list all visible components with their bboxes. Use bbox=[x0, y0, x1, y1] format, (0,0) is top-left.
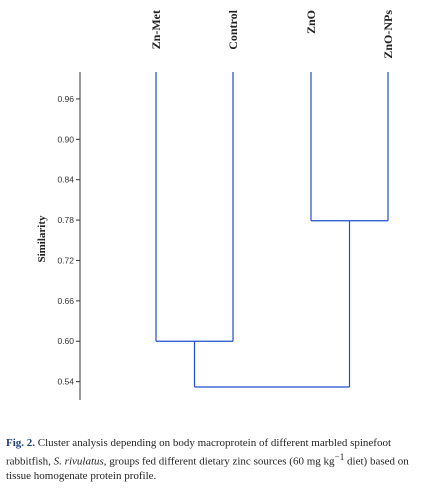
leaf-label: ZnO bbox=[304, 10, 318, 34]
y-tick-label: 0.66 bbox=[57, 296, 74, 306]
leaf-label: Control bbox=[226, 9, 240, 49]
caption-text-3: diet) based on tissue homogenate protein… bbox=[6, 455, 409, 482]
caption-superscript: −1 bbox=[334, 452, 345, 462]
y-tick-label: 0.72 bbox=[57, 255, 74, 265]
caption-text-2: , groups fed different dietary zinc sour… bbox=[103, 455, 335, 468]
dendrogram-chart: 0.960.900.840.780.720.660.600.540.48 Sim… bbox=[36, 9, 395, 400]
caption-label: Fig. 2. bbox=[6, 437, 36, 449]
y-axis: 0.960.900.840.780.720.660.600.540.48 bbox=[57, 72, 81, 400]
y-tick-label: 0.90 bbox=[57, 134, 74, 144]
leaf-label: ZnO-NPs bbox=[381, 10, 395, 59]
y-tick-label: 0.84 bbox=[57, 175, 74, 185]
figure-caption: Fig. 2. Cluster analysis depending on bo… bbox=[6, 436, 430, 483]
caption-text: Cluster analysis depending on body macro… bbox=[6, 437, 392, 468]
y-axis-label: Similarity bbox=[36, 215, 48, 263]
y-tick-label: 0.78 bbox=[57, 215, 74, 225]
y-tick-label: 0.54 bbox=[57, 377, 74, 387]
leaf-label: Zn-Met bbox=[149, 10, 163, 49]
dendrogram-branches bbox=[155, 72, 389, 388]
y-tick-label: 0.96 bbox=[57, 94, 74, 104]
leaf-labels: Zn-Met Control ZnO ZnO-NPs bbox=[149, 9, 395, 58]
caption-species: S. rivulatus bbox=[53, 455, 104, 468]
y-tick-label: 0.60 bbox=[57, 336, 74, 346]
